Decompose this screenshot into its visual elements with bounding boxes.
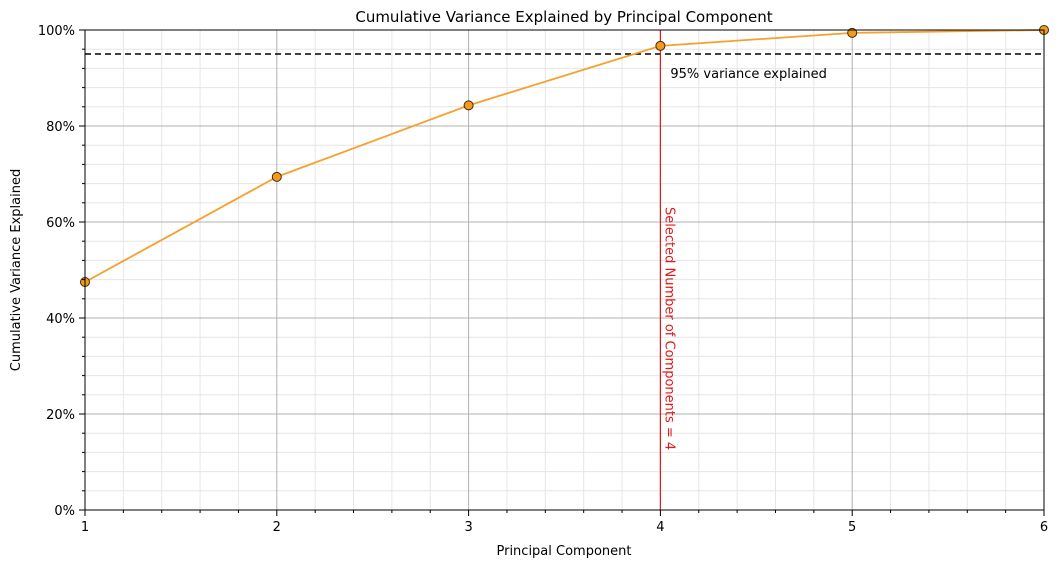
x-tick-label: 1: [81, 520, 89, 535]
cumulative-variance-line: [84, 29, 1045, 283]
x-tick-label: 6: [1040, 520, 1048, 535]
data-point-marker: [847, 27, 858, 38]
data-point-marker: [655, 40, 666, 51]
y-tick-label: 100%: [38, 24, 75, 39]
x-tick-label: 2: [273, 520, 281, 535]
y-axis-label: Cumulative Variance Explained: [9, 169, 24, 371]
x-tick-label: 4: [656, 520, 664, 535]
chart-title: Cumulative Variance Explained by Princip…: [355, 8, 772, 26]
y-tick-label: 0%: [54, 504, 75, 519]
reference-lines: [85, 30, 1044, 510]
minor-grid: [85, 30, 1044, 510]
selected-components-annotation: Selected Number of Components = 4: [661, 207, 676, 450]
plot-frame: [84, 29, 1045, 511]
x-axis-label: Principal Component: [496, 544, 631, 559]
y-tick-label: 80%: [46, 120, 75, 135]
tick-labels: 1 2 3 4 5 60%20%40%60%80%100%: [38, 24, 1048, 535]
data-point-marker: [463, 100, 474, 111]
y-tick-label: 40%: [46, 312, 75, 327]
y-tick-label: 20%: [46, 408, 75, 423]
annotations: 95% variance explained Selected Number of…: [661, 67, 827, 450]
threshold-annotation: 95% variance explained: [670, 67, 827, 82]
ticks: [79, 29, 1045, 516]
data-point-marker: [271, 171, 282, 182]
y-tick-label: 60%: [46, 216, 75, 231]
x-tick-label: 5: [848, 520, 856, 535]
x-tick-label: 3: [464, 520, 472, 535]
